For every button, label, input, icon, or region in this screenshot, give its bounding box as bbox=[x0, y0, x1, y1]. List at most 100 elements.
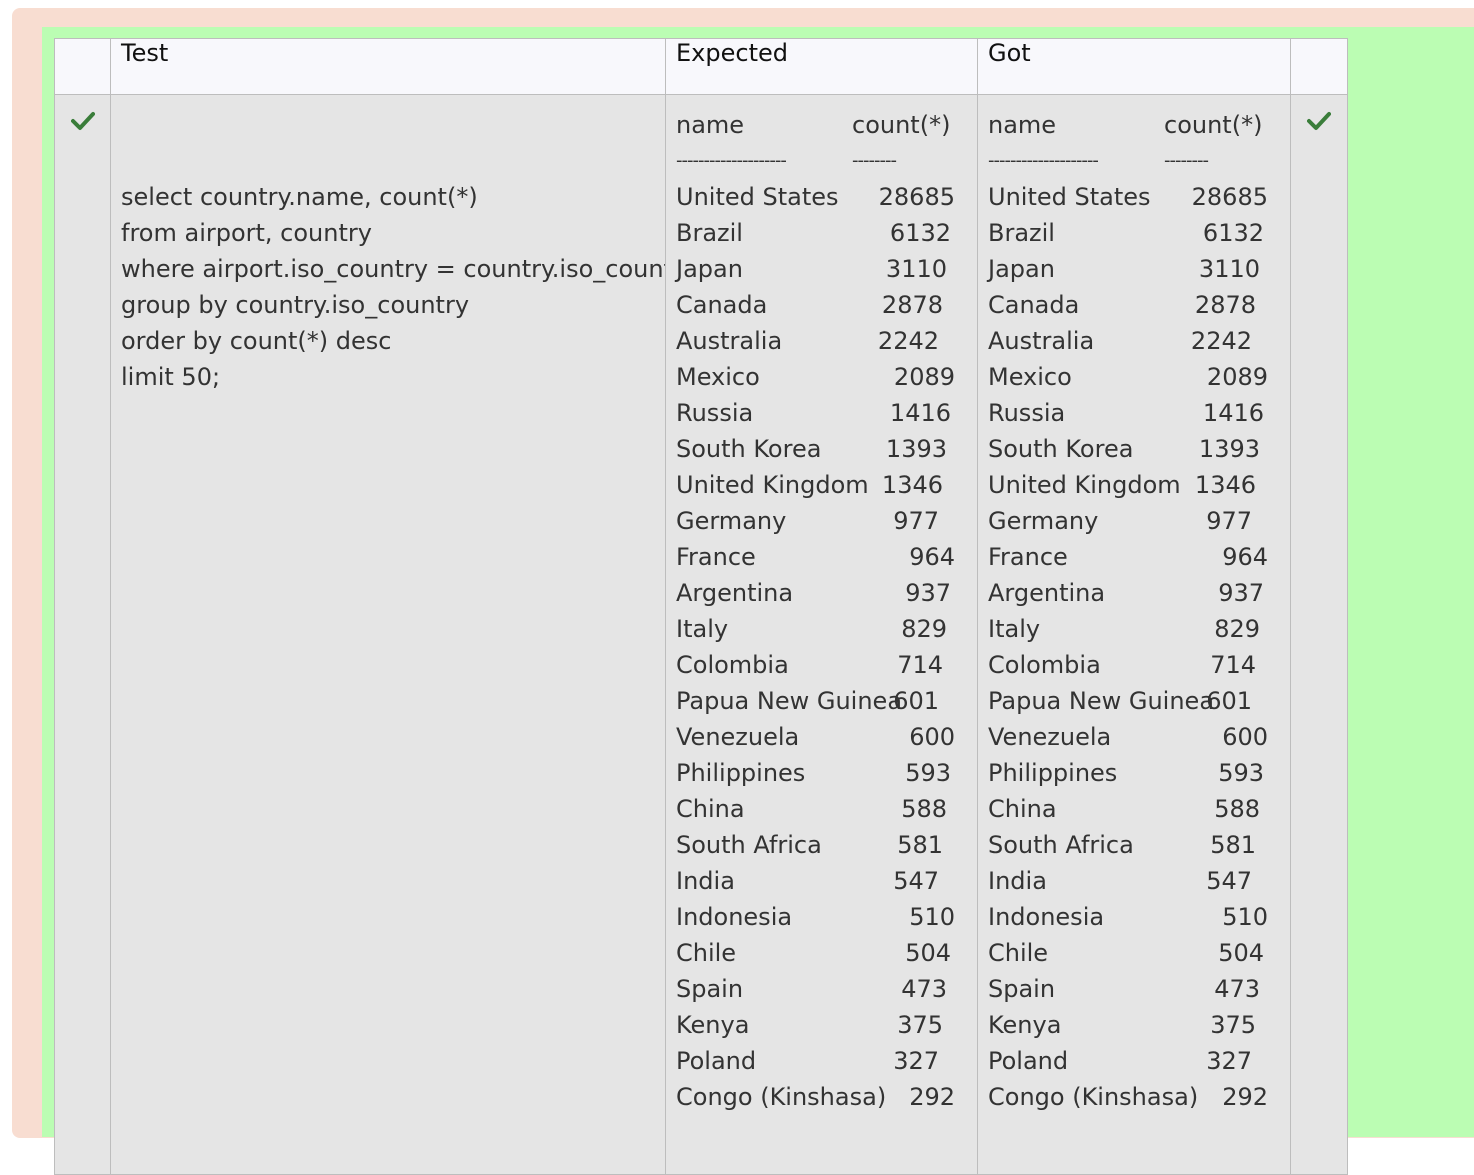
output-row-name: Mexico bbox=[676, 363, 760, 391]
output-row: Indonesia 510 bbox=[988, 899, 1280, 935]
output-row-count: 1346 bbox=[881, 471, 943, 499]
output-row-count: 375 bbox=[897, 1011, 943, 1039]
output-row-count: 588 bbox=[1214, 795, 1260, 823]
output-row-name: Philippines bbox=[988, 759, 1118, 787]
output-row-name: South Korea bbox=[676, 435, 822, 463]
output-row: South Africa 581 bbox=[988, 827, 1280, 863]
output-row-name: Argentina bbox=[988, 579, 1106, 607]
output-row-count: 581 bbox=[897, 831, 943, 859]
got-col-count: count(*) bbox=[1164, 111, 1263, 139]
expected-col-name: name bbox=[676, 111, 745, 139]
output-row-name: Italy bbox=[676, 615, 729, 643]
output-row: Chile 504 bbox=[988, 935, 1280, 971]
got-separator-line: -------------------- -------- bbox=[988, 143, 1280, 179]
expected-separator-line: -------------------- -------- bbox=[676, 143, 967, 179]
output-row-count: 2878 bbox=[1194, 291, 1256, 319]
output-row-name: South Africa bbox=[676, 831, 822, 859]
output-row: Argentina 937 bbox=[676, 575, 967, 611]
test-query-cell: select country.name, count(*) from airpor… bbox=[110, 94, 666, 1175]
output-row-name: Mexico bbox=[988, 363, 1072, 391]
output-row-count: 581 bbox=[1210, 831, 1256, 859]
output-row-count: 593 bbox=[905, 759, 951, 787]
output-row-count: 473 bbox=[901, 975, 947, 1003]
output-row-count: 977 bbox=[1206, 507, 1252, 535]
output-row: Colombia 714 bbox=[988, 647, 1280, 683]
output-row-count: 6132 bbox=[889, 219, 951, 247]
output-row: United States 28685 bbox=[676, 179, 967, 215]
output-row: Poland 327 bbox=[676, 1043, 967, 1079]
output-row-name: United Kingdom bbox=[676, 471, 869, 499]
expected-output-cell: name count(*) -------------------- -----… bbox=[665, 94, 978, 1175]
output-row-count: 2242 bbox=[1190, 327, 1252, 355]
output-row-name: Australia bbox=[676, 327, 783, 355]
got-sep-count: -------- bbox=[1164, 150, 1209, 171]
output-row-name: Philippines bbox=[676, 759, 806, 787]
output-row-count: 601 bbox=[1206, 687, 1252, 715]
output-row: Philippines 593 bbox=[676, 755, 967, 791]
output-row-name: Poland bbox=[988, 1047, 1069, 1075]
output-row-count: 6132 bbox=[1202, 219, 1264, 247]
output-row-count: 964 bbox=[909, 543, 955, 571]
output-row-name: United States bbox=[988, 183, 1151, 211]
output-row-count: 714 bbox=[1210, 651, 1256, 679]
output-row-name: South Korea bbox=[988, 435, 1134, 463]
header-test: Test bbox=[110, 38, 666, 95]
output-row-count: 937 bbox=[905, 579, 951, 607]
output-row-count: 3110 bbox=[885, 255, 947, 283]
row-status-left bbox=[54, 94, 111, 1175]
output-row: Canada 2878 bbox=[988, 287, 1280, 323]
output-row: Congo (Kinshasa) 292 bbox=[676, 1079, 967, 1115]
query-line: select country.name, count(*) bbox=[121, 183, 478, 211]
query-line: limit 50; bbox=[121, 363, 221, 391]
output-row: Kenya 375 bbox=[676, 1007, 967, 1043]
expected-col-count: count(*) bbox=[852, 111, 951, 139]
output-row-name: Kenya bbox=[676, 1011, 750, 1039]
output-row-name: China bbox=[988, 795, 1057, 823]
output-row-count: 937 bbox=[1218, 579, 1264, 607]
output-row-name: Venezuela bbox=[676, 723, 800, 751]
output-row-count: 3110 bbox=[1198, 255, 1260, 283]
output-row-count: 473 bbox=[1214, 975, 1260, 1003]
output-row-count: 292 bbox=[909, 1083, 955, 1111]
output-row-count: 547 bbox=[1206, 867, 1252, 895]
output-row-name: Venezuela bbox=[988, 723, 1112, 751]
test-query: select country.name, count(*) from airpor… bbox=[121, 179, 665, 395]
output-row: Argentina 937 bbox=[988, 575, 1280, 611]
output-row-count: 327 bbox=[893, 1047, 939, 1075]
output-row-name: Japan bbox=[676, 255, 743, 283]
output-row-name: Russia bbox=[676, 399, 754, 427]
got-output-cell: name count(*) -------------------- -----… bbox=[977, 94, 1291, 1175]
output-row-name: United Kingdom bbox=[988, 471, 1181, 499]
output-row: Japan 3110 bbox=[988, 251, 1280, 287]
output-row: Brazil 6132 bbox=[676, 215, 967, 251]
output-row-count: 588 bbox=[901, 795, 947, 823]
output-row: South Africa 581 bbox=[676, 827, 967, 863]
expected-header-line: name count(*) bbox=[676, 107, 967, 143]
output-row: Italy 829 bbox=[676, 611, 967, 647]
output-row-name: Australia bbox=[988, 327, 1095, 355]
output-row: Mexico 2089 bbox=[676, 359, 967, 395]
output-row: Spain 473 bbox=[988, 971, 1280, 1007]
header-expected: Expected bbox=[665, 38, 978, 95]
output-row: India 547 bbox=[676, 863, 967, 899]
output-row-name: Brazil bbox=[676, 219, 743, 247]
output-row: Russia 1416 bbox=[676, 395, 967, 431]
output-row-count: 510 bbox=[909, 903, 955, 931]
output-row-count: 2242 bbox=[877, 327, 939, 355]
header-status-left bbox=[54, 38, 111, 95]
output-row: China 588 bbox=[676, 791, 967, 827]
output-row-count: 2089 bbox=[893, 363, 955, 391]
output-row-count: 1346 bbox=[1194, 471, 1256, 499]
output-row-name: Chile bbox=[676, 939, 737, 967]
output-row-count: 28685 bbox=[878, 183, 955, 211]
output-row: Russia 1416 bbox=[988, 395, 1280, 431]
output-row-name: China bbox=[676, 795, 745, 823]
output-row-count: 327 bbox=[1206, 1047, 1252, 1075]
output-row: Japan 3110 bbox=[676, 251, 967, 287]
output-row: Italy 829 bbox=[988, 611, 1280, 647]
output-row-name: Kenya bbox=[988, 1011, 1062, 1039]
output-row: Venezuela 600 bbox=[988, 719, 1280, 755]
output-row-count: 964 bbox=[1222, 543, 1268, 571]
output-row: Philippines 593 bbox=[988, 755, 1280, 791]
query-line: group by country.iso_country bbox=[121, 291, 470, 319]
